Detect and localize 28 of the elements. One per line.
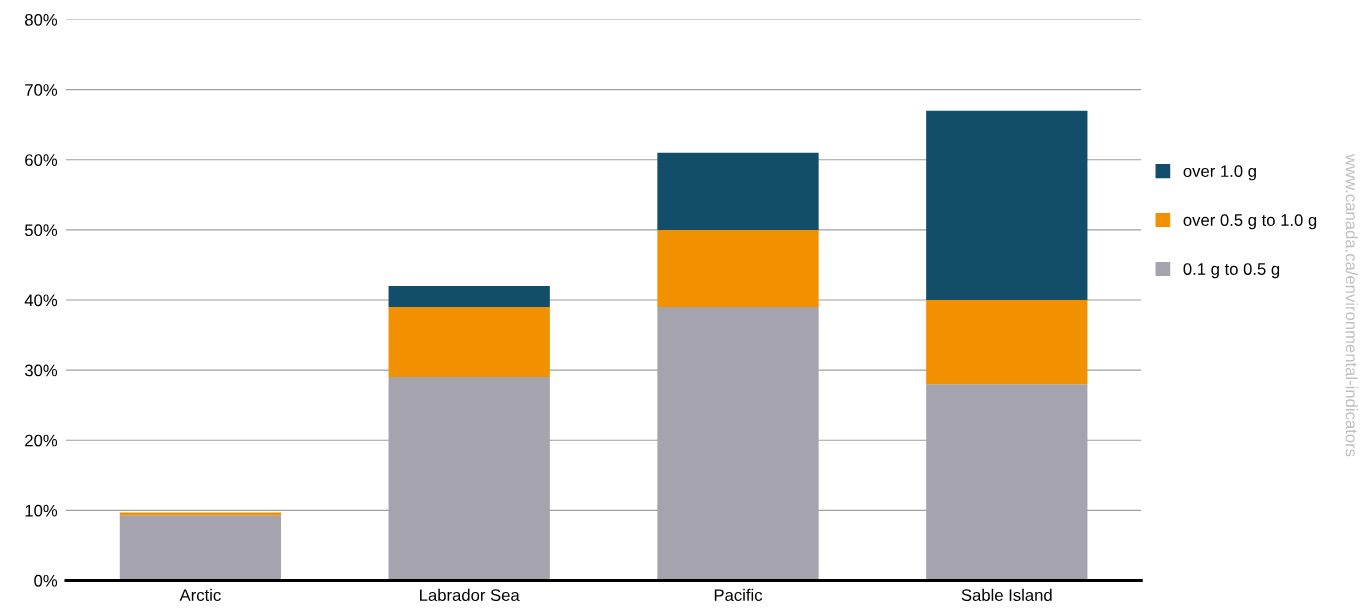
x-tick-label: Sable Island	[961, 588, 1052, 602]
bar	[119, 515, 282, 581]
legend-label: 0.1 g to 0.5 g	[1183, 263, 1280, 279]
x-tick-label: Labrador Sea	[420, 588, 520, 602]
y-tick-label: 60%	[25, 154, 58, 166]
bar	[388, 377, 550, 581]
y-tick-label: 30%	[24, 364, 58, 377]
bar	[657, 229, 819, 308]
y-tick-label: 20%	[25, 434, 58, 447]
y-tick-label: 10%	[25, 504, 58, 517]
bar	[926, 384, 1088, 581]
x-tick-label: Pacific	[714, 588, 763, 602]
bar	[388, 307, 550, 378]
bar	[657, 307, 819, 581]
bar	[119, 512, 282, 516]
y-tick-label: 0%	[34, 574, 58, 587]
bar	[926, 300, 1088, 385]
y-tick-label: 50%	[24, 224, 58, 237]
x-tick-label: Arctic	[179, 588, 221, 602]
bar	[657, 152, 819, 230]
legend-label: over 1.0 g	[1183, 165, 1256, 181]
y-tick-label: 80%	[25, 13, 58, 26]
legend-label: over 0.5 g to 1.0 g	[1183, 214, 1317, 230]
y-tick-label: 70%	[25, 84, 58, 96]
text: www.canada.ca/environmental-indicators	[1345, 154, 1358, 457]
bar	[388, 285, 550, 308]
y-tick-label: 40%	[24, 294, 58, 307]
bar	[926, 110, 1088, 300]
